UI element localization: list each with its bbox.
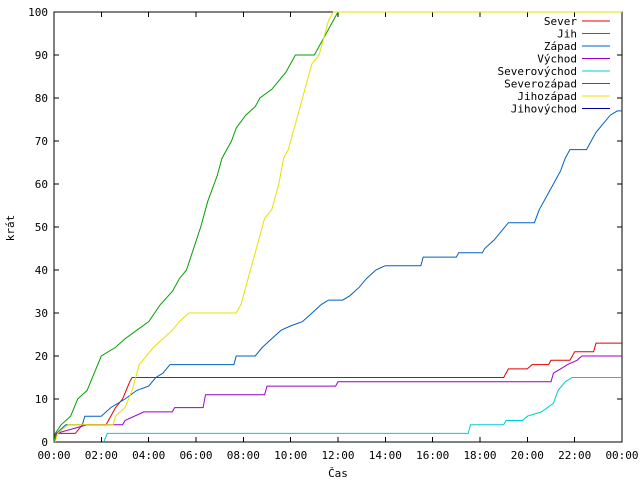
x-tick-label: 00:00 — [605, 449, 638, 462]
x-tick-label: 14:00 — [369, 449, 402, 462]
y-tick-label: 0 — [41, 436, 48, 449]
legend-label: Severozápad — [504, 78, 577, 91]
legend-label: Severovýchod — [498, 65, 577, 78]
x-axis-label: Čas — [328, 467, 348, 480]
legend-label: Východ — [537, 53, 577, 66]
x-tick-label: 12:00 — [321, 449, 354, 462]
series-line-jihozapad — [54, 11, 622, 443]
x-tick-label: 20:00 — [511, 449, 544, 462]
y-axis-label: krát — [4, 215, 17, 242]
y-tick-label: 50 — [35, 221, 48, 234]
x-tick-label: 04:00 — [132, 449, 165, 462]
x-tick-label: 06:00 — [179, 449, 212, 462]
x-tick-label: 22:00 — [558, 449, 591, 462]
legend: SeverJihZápadVýchodSeverovýchodSeverozáp… — [498, 15, 610, 116]
y-tick-label: 90 — [35, 49, 48, 62]
legend-label: Západ — [544, 40, 577, 53]
y-tick-label: 100 — [28, 6, 48, 19]
x-tick-label: 16:00 — [416, 449, 449, 462]
series-line-zapad — [54, 110, 622, 443]
legend-label: Sever — [544, 15, 577, 28]
x-tick-label: 10:00 — [274, 449, 307, 462]
x-tick-label: 18:00 — [463, 449, 496, 462]
series-line-vychod — [54, 355, 622, 443]
legend-label: Jih — [557, 28, 577, 41]
series-line-sever — [54, 342, 622, 443]
series-line-jih — [53, 11, 622, 443]
y-tick-label: 40 — [35, 264, 48, 277]
legend-label: Jihovýchod — [511, 103, 577, 116]
axes: 0 10 20 30 40 50 60 70 80 90 100 00:00 02:00 04:00 06:… — [28, 6, 638, 462]
y-tick-label: 60 — [35, 178, 48, 191]
y-tick-label: 20 — [35, 350, 48, 363]
y-tick-label: 10 — [35, 393, 48, 406]
y-tick-label: 80 — [35, 92, 48, 105]
x-tick-label: 00:00 — [37, 449, 70, 462]
x-tick-label: 08:00 — [227, 449, 260, 462]
legend-label: Jihozápad — [517, 90, 577, 103]
x-tick-label: 02:00 — [85, 449, 118, 462]
y-tick-label: 30 — [35, 307, 48, 320]
series-lines — [53, 11, 622, 443]
series-line-severovychod — [103, 377, 622, 443]
y-tick-label: 70 — [35, 135, 48, 148]
